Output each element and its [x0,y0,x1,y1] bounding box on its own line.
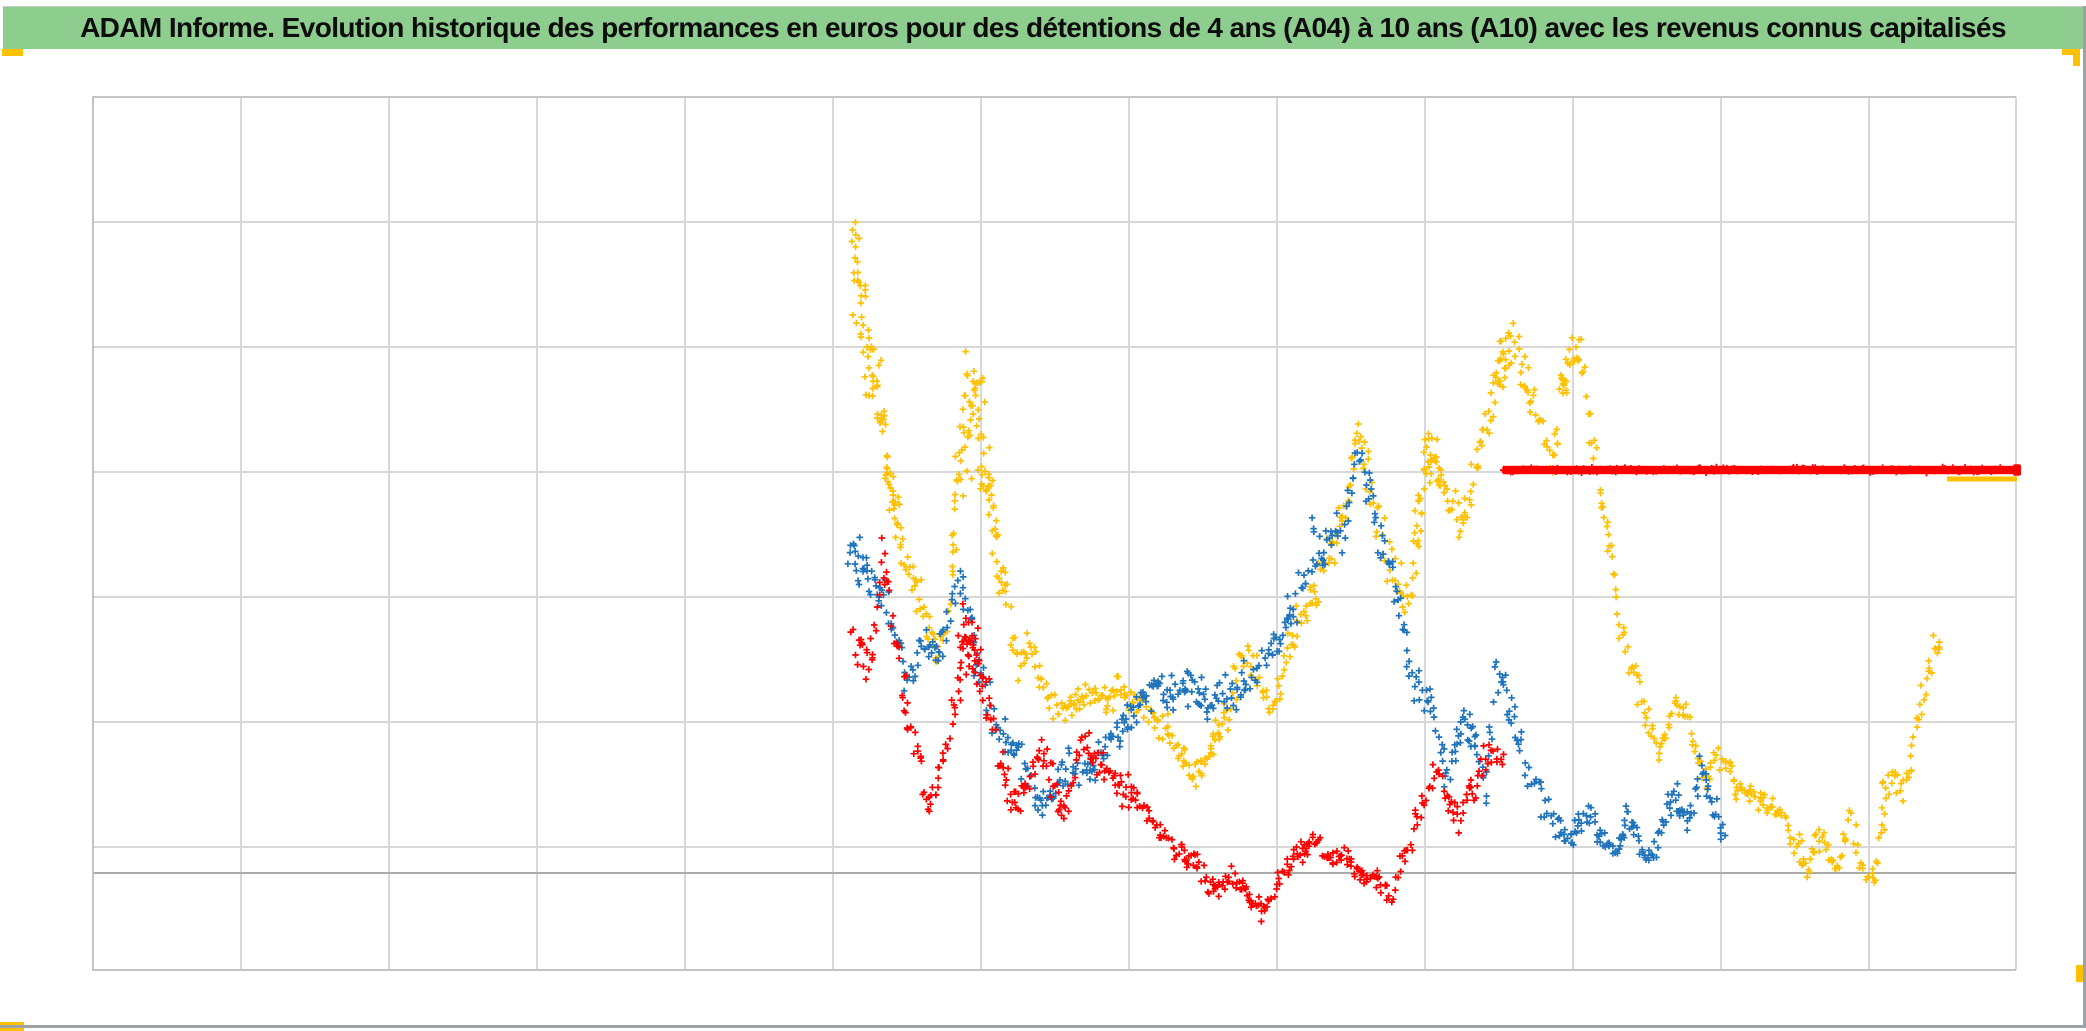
corner-marker-bottom-right [2076,965,2086,982]
corner-marker-top-right-vertical [2073,49,2080,66]
corner-marker-top-left [2,49,23,56]
page-bottom-divider [0,1025,2086,1028]
title-bar: ADAM Informe. Evolution historique des p… [3,6,2083,49]
corner-marker-top-right [2062,49,2080,55]
page-right-divider [2083,6,2086,1027]
page-title: ADAM Informe. Evolution historique des p… [80,12,2006,43]
